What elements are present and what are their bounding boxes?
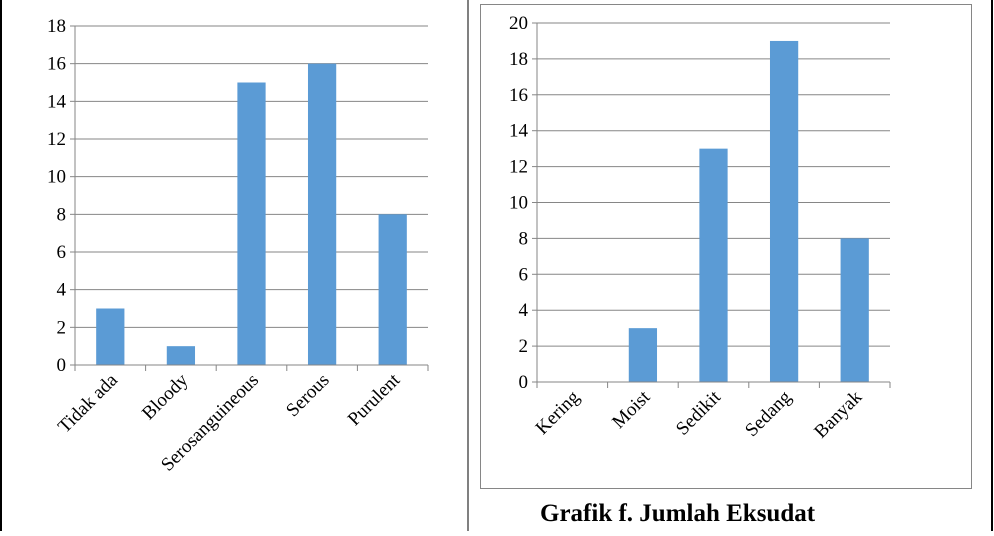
y-tick-label: 0 [57,355,67,376]
x-category-label: Kering [532,386,585,439]
y-tick-label: 0 [519,372,529,393]
bar-tidak-ada [96,308,125,365]
y-tick-label: 14 [509,121,529,142]
x-category-label: Banyak [810,386,866,442]
x-category-label: Bloody [138,369,193,424]
y-tick-label: 6 [519,264,529,285]
y-tick-label: 18 [509,49,528,70]
right-chart-frame [480,4,972,489]
y-tick-label: 6 [57,242,67,263]
bar-sedang [769,40,799,382]
y-tick-label: 20 [509,13,528,34]
y-tick-label: 14 [47,91,67,112]
y-tick-label: 12 [47,129,66,150]
bar-banyak [840,238,869,382]
bar-moist [628,328,658,382]
y-tick-label: 2 [57,317,67,338]
y-tick-label: 16 [47,54,66,75]
x-category-label: Moist [608,386,655,433]
bar-bloody [166,346,196,365]
x-category-label: Purulent [344,369,405,430]
y-tick-label: 12 [509,157,528,178]
y-tick-label: 8 [519,228,529,249]
figure-caption: Grafik f. Jumlah Eksudat [540,500,816,527]
y-tick-label: 10 [509,193,528,214]
y-tick-label: 4 [57,280,67,301]
x-category-label: Tidak ada [54,369,122,437]
x-category-label: Serous [282,370,333,421]
y-tick-label: 4 [519,300,529,321]
x-category-label: Sedang [741,386,796,441]
bar-sedikit [699,148,728,382]
x-category-label: Sedikit [672,386,725,439]
y-tick-label: 16 [509,85,528,106]
y-tick-label: 18 [47,16,66,37]
y-tick-label: 8 [57,204,67,225]
bar-purulent [378,214,407,365]
bar-serous [307,63,337,366]
chart-right: 0 2 4 6 8 10 12 14 16 18 20 Kering Moist Sedikit Sedan… [509,13,891,443]
y-tick-label: 2 [519,336,529,357]
y-tick-label: 10 [47,167,66,188]
bar-serosanguineous [237,82,266,365]
